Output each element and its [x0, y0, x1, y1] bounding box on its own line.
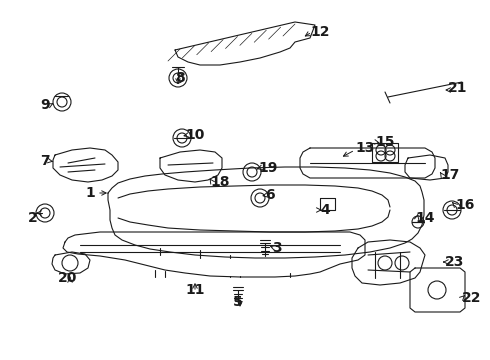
- Text: 8: 8: [175, 71, 185, 85]
- Text: 3: 3: [272, 241, 282, 255]
- Text: 14: 14: [415, 211, 435, 225]
- Text: 9: 9: [40, 98, 50, 112]
- Text: 18: 18: [210, 175, 229, 189]
- Text: 12: 12: [310, 25, 329, 39]
- Text: 5: 5: [233, 295, 243, 309]
- Text: 15: 15: [375, 135, 394, 149]
- Text: 22: 22: [462, 291, 482, 305]
- Text: 11: 11: [185, 283, 205, 297]
- Text: 1: 1: [85, 186, 95, 200]
- Text: 4: 4: [320, 203, 330, 217]
- Text: 19: 19: [258, 161, 277, 175]
- Text: 13: 13: [355, 141, 374, 155]
- Text: 2: 2: [28, 211, 38, 225]
- Text: 20: 20: [58, 271, 78, 285]
- Text: 17: 17: [440, 168, 460, 182]
- Text: 7: 7: [40, 154, 50, 168]
- Text: 16: 16: [455, 198, 474, 212]
- Text: 6: 6: [265, 188, 274, 202]
- Text: 23: 23: [445, 255, 465, 269]
- Text: 21: 21: [448, 81, 467, 95]
- Text: 10: 10: [185, 128, 204, 142]
